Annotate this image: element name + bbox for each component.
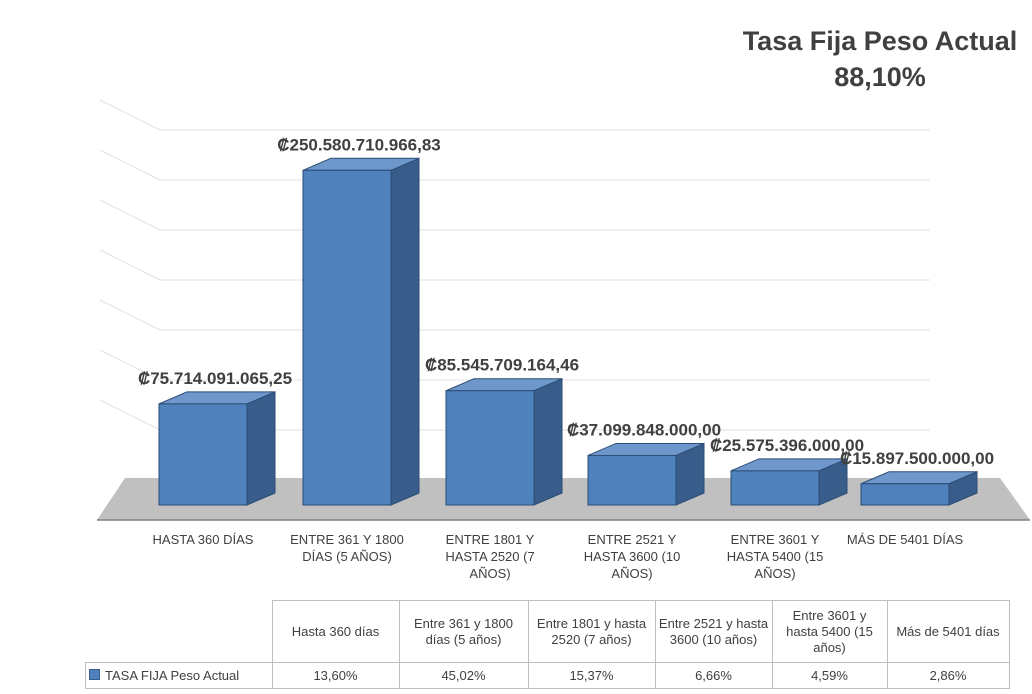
bar-side <box>246 391 276 506</box>
x-tick-label: MÁS DE 5401 DÍAS <box>846 532 964 547</box>
value-label: ₡15.897.500.000,00 <box>840 449 994 468</box>
table-cell: 13,60% <box>271 662 400 689</box>
bar <box>860 483 950 506</box>
bar-side <box>533 377 563 506</box>
table-header: Entre 1801 y hasta 2520 (7 años) <box>527 600 656 663</box>
x-tick-label: HASTA 360 DÍAS <box>152 532 254 547</box>
back-grid <box>99 99 930 431</box>
plot: Tasa Fija Peso Actual 88,10% ₡75.714.091… <box>97 26 1030 521</box>
value-label: ₡250.580.710.966,83 <box>277 135 441 154</box>
bar-side <box>390 157 420 506</box>
table-header: Hasta 360 días <box>271 600 400 663</box>
data-table: Hasta 360 días Entre 361 y 1800 días (5 a… <box>85 600 1010 689</box>
bar <box>730 470 820 506</box>
chart-subtitle: 88,10% <box>834 62 926 92</box>
bar <box>158 403 248 506</box>
x-tick-label: ENTRE 2521 Y HASTA 3600 (10 AÑOS) <box>583 532 681 581</box>
value-label: ₡75.714.091.065,25 <box>138 369 292 388</box>
chart-title: Tasa Fija Peso Actual <box>743 26 1018 56</box>
bar <box>587 454 677 506</box>
table-cell: 45,02% <box>398 662 529 689</box>
table-cell: 6,66% <box>654 662 773 689</box>
table-header: Entre 3601 y hasta 5400 (15 años) <box>771 600 888 663</box>
table-cell: 15,37% <box>527 662 656 689</box>
legend-label: TASA FIJA Peso Actual <box>105 667 240 683</box>
x-tick-label: ENTRE 3601 Y HASTA 5400 (15 AÑOS) <box>726 532 824 581</box>
value-label: ₡25.575.396.000,00 <box>710 436 864 455</box>
x-tick-label: ENTRE 361 Y 1800 DÍAS (5 AÑOS) <box>290 532 404 564</box>
bar <box>302 169 392 506</box>
value-label: ₡37.099.848.000,00 <box>567 420 721 439</box>
table-cell: 2,86% <box>886 662 1010 689</box>
table-header: Entre 361 y 1800 días (5 años) <box>398 600 529 663</box>
table-cell: 4,59% <box>771 662 888 689</box>
bar <box>445 390 535 506</box>
legend-swatch <box>89 668 100 680</box>
value-label: ₡85.545.709.164,46 <box>425 356 579 375</box>
table-header: Más de 5401 días <box>886 600 1010 663</box>
x-tick-label: ENTRE 1801 Y HASTA 2520 (7 AÑOS) <box>445 532 535 581</box>
table-header: Entre 2521 y hasta 3600 (10 años) <box>654 600 773 663</box>
